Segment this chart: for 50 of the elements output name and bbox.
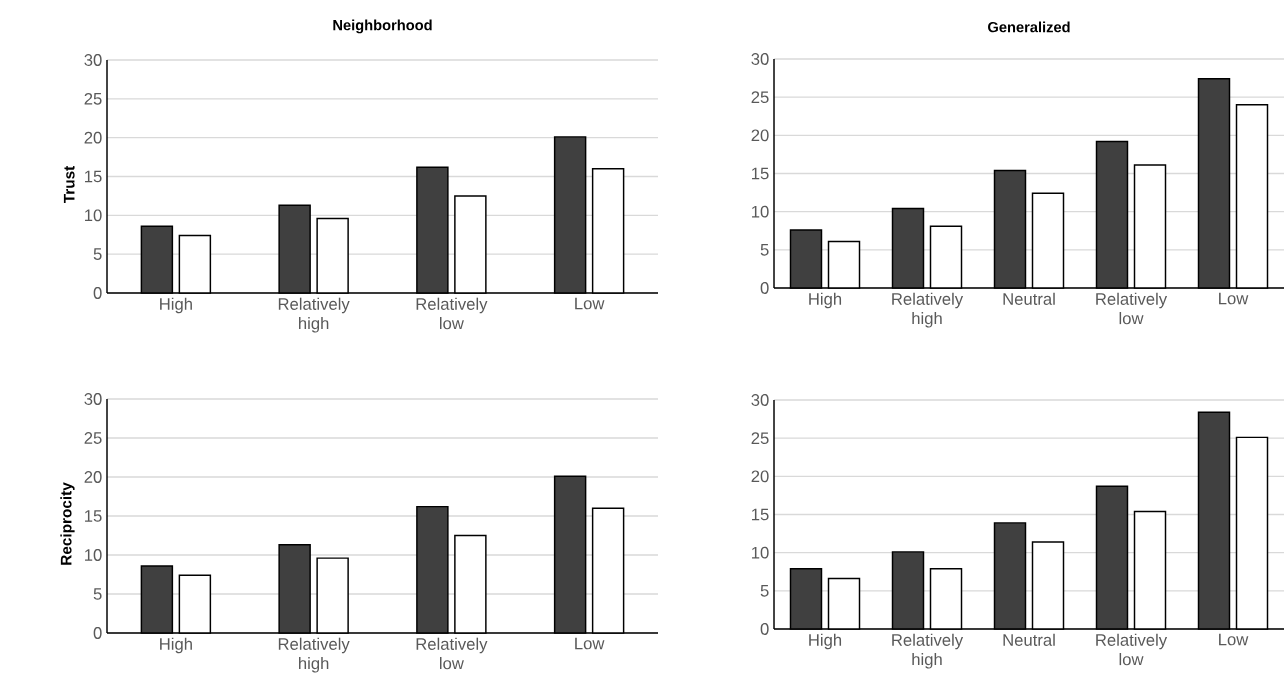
- y-tick-label: 0: [760, 282, 769, 294]
- y-tick-label: 10: [752, 546, 769, 559]
- y-tick-label: 15: [85, 170, 102, 183]
- y-tick-label: 5: [93, 248, 102, 260]
- y-tick-label: 30: [751, 53, 769, 65]
- y-tick-label: 10: [85, 209, 102, 222]
- y-tick-label: 0: [760, 623, 769, 635]
- y-tick-label: 5: [760, 585, 769, 597]
- x-tick-label: Relatively low: [416, 637, 488, 670]
- y-tick-label: 30: [84, 54, 102, 66]
- y-tick-label: 0: [93, 287, 102, 299]
- x-tick-label: Relatively high: [892, 292, 964, 328]
- y-tick-label: 20: [84, 131, 102, 144]
- y-tick-label: 15: [752, 167, 769, 180]
- x-tick-label: Neutral: [1003, 633, 1055, 646]
- y-tick-label: 25: [84, 432, 102, 444]
- y-tick-label: 20: [751, 129, 769, 142]
- y-tick-label: 0: [93, 627, 102, 639]
- y-tick-label: 10: [85, 549, 102, 561]
- x-tick-label: High: [809, 292, 842, 309]
- x-tick-label: Relatively high: [278, 637, 350, 673]
- chart-title: Neighborhood: [333, 19, 432, 34]
- x-tick-label: Low: [1219, 633, 1249, 646]
- x-tick-label: Relatively low: [1096, 633, 1168, 666]
- y-tick-label: 25: [751, 432, 769, 445]
- x-tick-label: Low: [1219, 292, 1249, 305]
- y-tick-label: 5: [93, 588, 102, 600]
- chart-title: Generalized: [988, 21, 1070, 33]
- y-tick-label: 25: [84, 92, 102, 105]
- y-tick-label: 10: [752, 205, 769, 218]
- y-tick-label: 20: [84, 471, 102, 483]
- x-tick-label: Relatively high: [278, 297, 350, 333]
- y-tick-label: 20: [751, 470, 769, 483]
- y-tick-label: 30: [84, 393, 102, 405]
- x-tick-label: Neutral: [1003, 292, 1055, 305]
- y-axis-title: Reciprocity: [60, 482, 75, 565]
- y-tick-label: 25: [751, 91, 769, 104]
- x-tick-label: Low: [575, 637, 605, 650]
- y-tick-label: 15: [85, 510, 102, 522]
- y-tick-label: 15: [752, 508, 769, 521]
- x-tick-label: High: [160, 297, 192, 314]
- y-tick-label: 30: [751, 394, 769, 406]
- x-tick-label: Relatively low: [416, 297, 488, 330]
- x-tick-label: High: [160, 637, 192, 654]
- x-tick-label: Low: [575, 297, 605, 310]
- x-tick-label: Relatively high: [892, 633, 964, 669]
- y-tick-label: 5: [760, 244, 769, 256]
- x-tick-label: High: [809, 633, 842, 650]
- x-tick-label: Relatively low: [1096, 292, 1168, 325]
- y-axis-title: Trust: [63, 165, 75, 204]
